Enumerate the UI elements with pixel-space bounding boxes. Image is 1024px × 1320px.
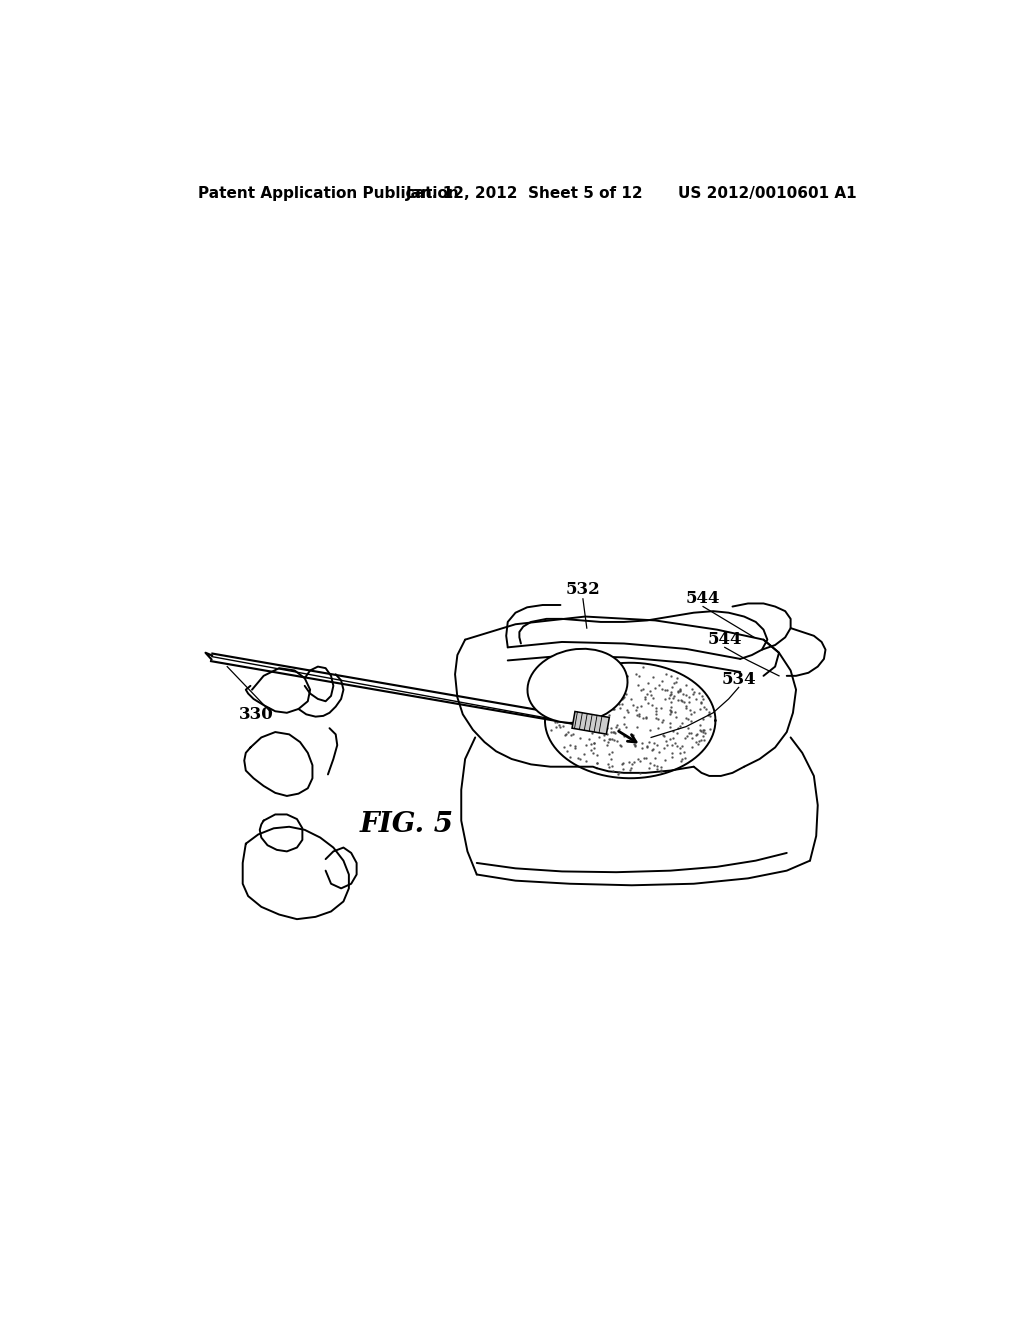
Text: FIG. 5: FIG. 5 bbox=[360, 810, 454, 838]
Text: Patent Application Publication: Patent Application Publication bbox=[198, 186, 459, 201]
Text: 330: 330 bbox=[239, 706, 273, 723]
Text: 544: 544 bbox=[686, 590, 720, 607]
Text: US 2012/0010601 A1: US 2012/0010601 A1 bbox=[678, 186, 856, 201]
Text: 532: 532 bbox=[565, 581, 600, 598]
Bar bbox=[572, 711, 609, 734]
Text: 544: 544 bbox=[708, 631, 742, 648]
Text: Jan. 12, 2012  Sheet 5 of 12: Jan. 12, 2012 Sheet 5 of 12 bbox=[406, 186, 644, 201]
Text: 534: 534 bbox=[721, 671, 756, 688]
Ellipse shape bbox=[527, 649, 628, 723]
